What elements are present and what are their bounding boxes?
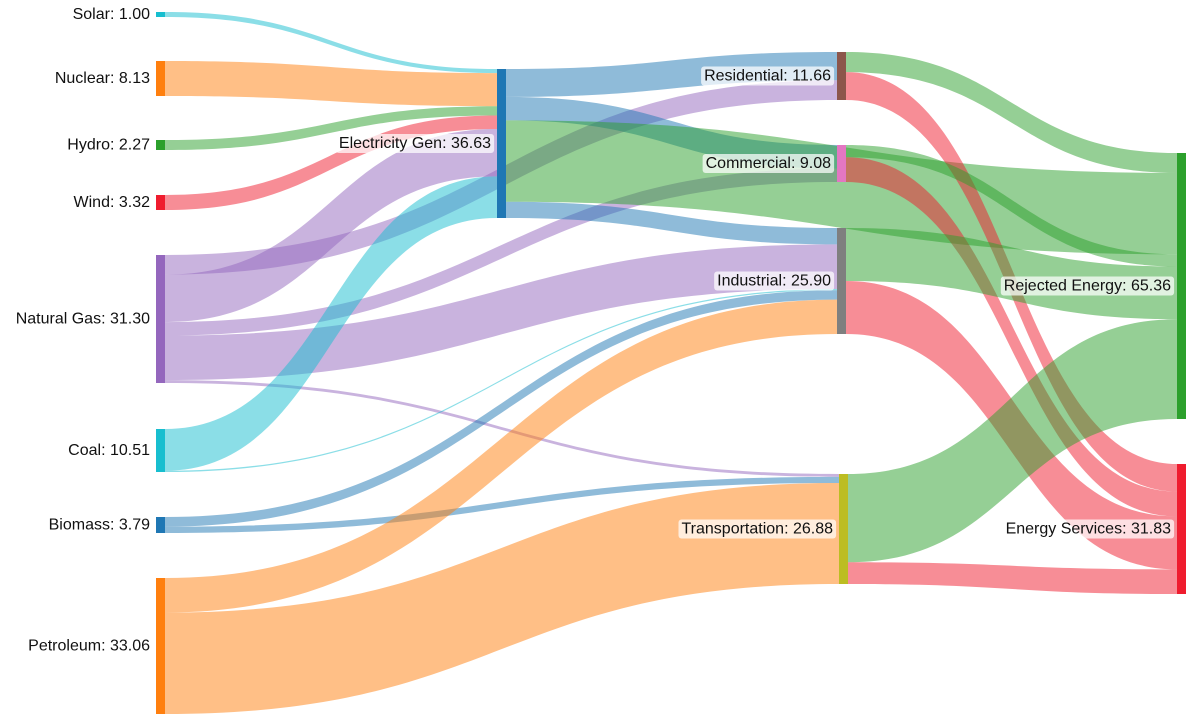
- node-label-rej: Rejected Energy: 65.36: [1000, 276, 1175, 296]
- node-label-com: Commercial: 9.08: [702, 154, 835, 173]
- sankey-nodes: [156, 12, 1186, 714]
- node-label-ind: Industrial: 25.90: [714, 271, 835, 291]
- node-ind: [837, 228, 846, 334]
- node-petroleum: [156, 578, 165, 714]
- node-label-text-gas: Natural Gas: 31.30: [16, 311, 150, 328]
- node-label-text-ind: Industrial: 25.90: [717, 273, 831, 290]
- flow-res-to-rej: [846, 52, 1177, 173]
- flow-gas-to-ind: [165, 244, 837, 381]
- node-label-text-wind: Wind: 3.32: [74, 194, 151, 211]
- node-label-solar: Solar: 1.00: [73, 6, 150, 23]
- flow-elec-to-ind: [506, 201, 837, 245]
- flow-elec-to-rej: [506, 120, 1177, 255]
- node-label-text-com: Commercial: 9.08: [706, 155, 831, 172]
- flow-com-to-serv: [846, 157, 1177, 517]
- flow-gas-to-com: [165, 168, 837, 336]
- node-label-text-solar: Solar: 1.00: [73, 6, 150, 23]
- flow-biomass-to-trans: [165, 476, 839, 533]
- node-solar: [156, 12, 165, 17]
- flow-petroleum-to-ind: [165, 299, 837, 613]
- node-label-text-trans: Transportation: 26.88: [682, 521, 834, 538]
- node-label-text-petroleum: Petroleum: 33.06: [28, 638, 150, 655]
- node-label-text-rej: Rejected Energy: 65.36: [1004, 278, 1171, 295]
- node-rej: [1177, 153, 1186, 419]
- node-label-trans: Transportation: 26.88: [678, 519, 837, 539]
- node-coal: [156, 429, 165, 472]
- node-label-gas: Natural Gas: 31.30: [16, 311, 150, 328]
- node-serv: [1177, 464, 1186, 594]
- node-wind: [156, 195, 165, 210]
- node-com: [837, 145, 846, 182]
- node-res: [837, 52, 846, 100]
- node-label-bg-elec: [335, 134, 495, 153]
- node-label-text-res: Residential: 11.66: [704, 68, 831, 85]
- node-label-bg-res: [701, 66, 835, 86]
- flow-hydro-to-elec: [165, 106, 497, 150]
- flow-petroleum-to-trans: [165, 483, 839, 714]
- flow-trans-to-rej: [848, 319, 1177, 563]
- node-label-text-elec: Electricity Gen: 36.63: [339, 135, 491, 152]
- sankey-links: [165, 12, 1177, 714]
- flow-com-to-rej: [846, 145, 1177, 267]
- flow-solar-to-elec: [165, 12, 497, 74]
- node-label-bg-com: [702, 154, 835, 173]
- node-trans: [839, 474, 848, 584]
- flow-coal-to-elec: [165, 176, 497, 471]
- sankey-labels: Solar: 1.00 Nuclear: 8.13 Hydro: 2.27 Wind:…: [16, 6, 1175, 655]
- node-label-wind: Wind: 3.32: [74, 194, 151, 211]
- flow-ind-to-rej: [846, 228, 1177, 320]
- node-label-res: Residential: 11.66: [701, 66, 835, 86]
- node-label-bg-trans: [678, 519, 837, 539]
- node-label-petroleum: Petroleum: 33.06: [28, 638, 150, 655]
- node-label-bg-ind: [714, 271, 835, 291]
- node-label-text-serv: Energy Services: 31.83: [1006, 521, 1172, 538]
- node-label-biomass: Biomass: 3.79: [49, 517, 150, 534]
- flow-gas-to-trans: [165, 380, 839, 477]
- node-label-hydro: Hydro: 2.27: [67, 137, 150, 154]
- node-label-bg-rej: [1000, 276, 1175, 296]
- node-label-text-coal: Coal: 10.51: [68, 442, 150, 459]
- node-label-bg-serv: [1002, 519, 1175, 539]
- node-biomass: [156, 517, 165, 533]
- node-gas: [156, 255, 165, 383]
- flow-elec-to-res: [506, 52, 837, 97]
- node-label-serv: Energy Services: 31.83: [1002, 519, 1175, 539]
- flow-wind-to-elec: [165, 115, 497, 210]
- node-hydro: [156, 140, 165, 150]
- flow-biomass-to-ind: [165, 290, 837, 527]
- node-elec: [497, 69, 506, 218]
- node-label-elec: Electricity Gen: 36.63: [335, 134, 495, 153]
- flow-trans-to-serv: [848, 562, 1177, 594]
- node-label-text-biomass: Biomass: 3.79: [49, 517, 150, 534]
- node-label-text-hydro: Hydro: 2.27: [67, 137, 150, 154]
- flow-nuclear-to-elec: [165, 61, 497, 107]
- node-label-text-nuclear: Nuclear: 8.13: [55, 70, 150, 87]
- node-label-coal: Coal: 10.51: [68, 442, 150, 459]
- node-label-nuclear: Nuclear: 8.13: [55, 70, 150, 87]
- flow-coal-to-ind: [165, 288, 837, 472]
- flow-gas-to-elec: [165, 129, 497, 323]
- node-nuclear: [156, 61, 165, 96]
